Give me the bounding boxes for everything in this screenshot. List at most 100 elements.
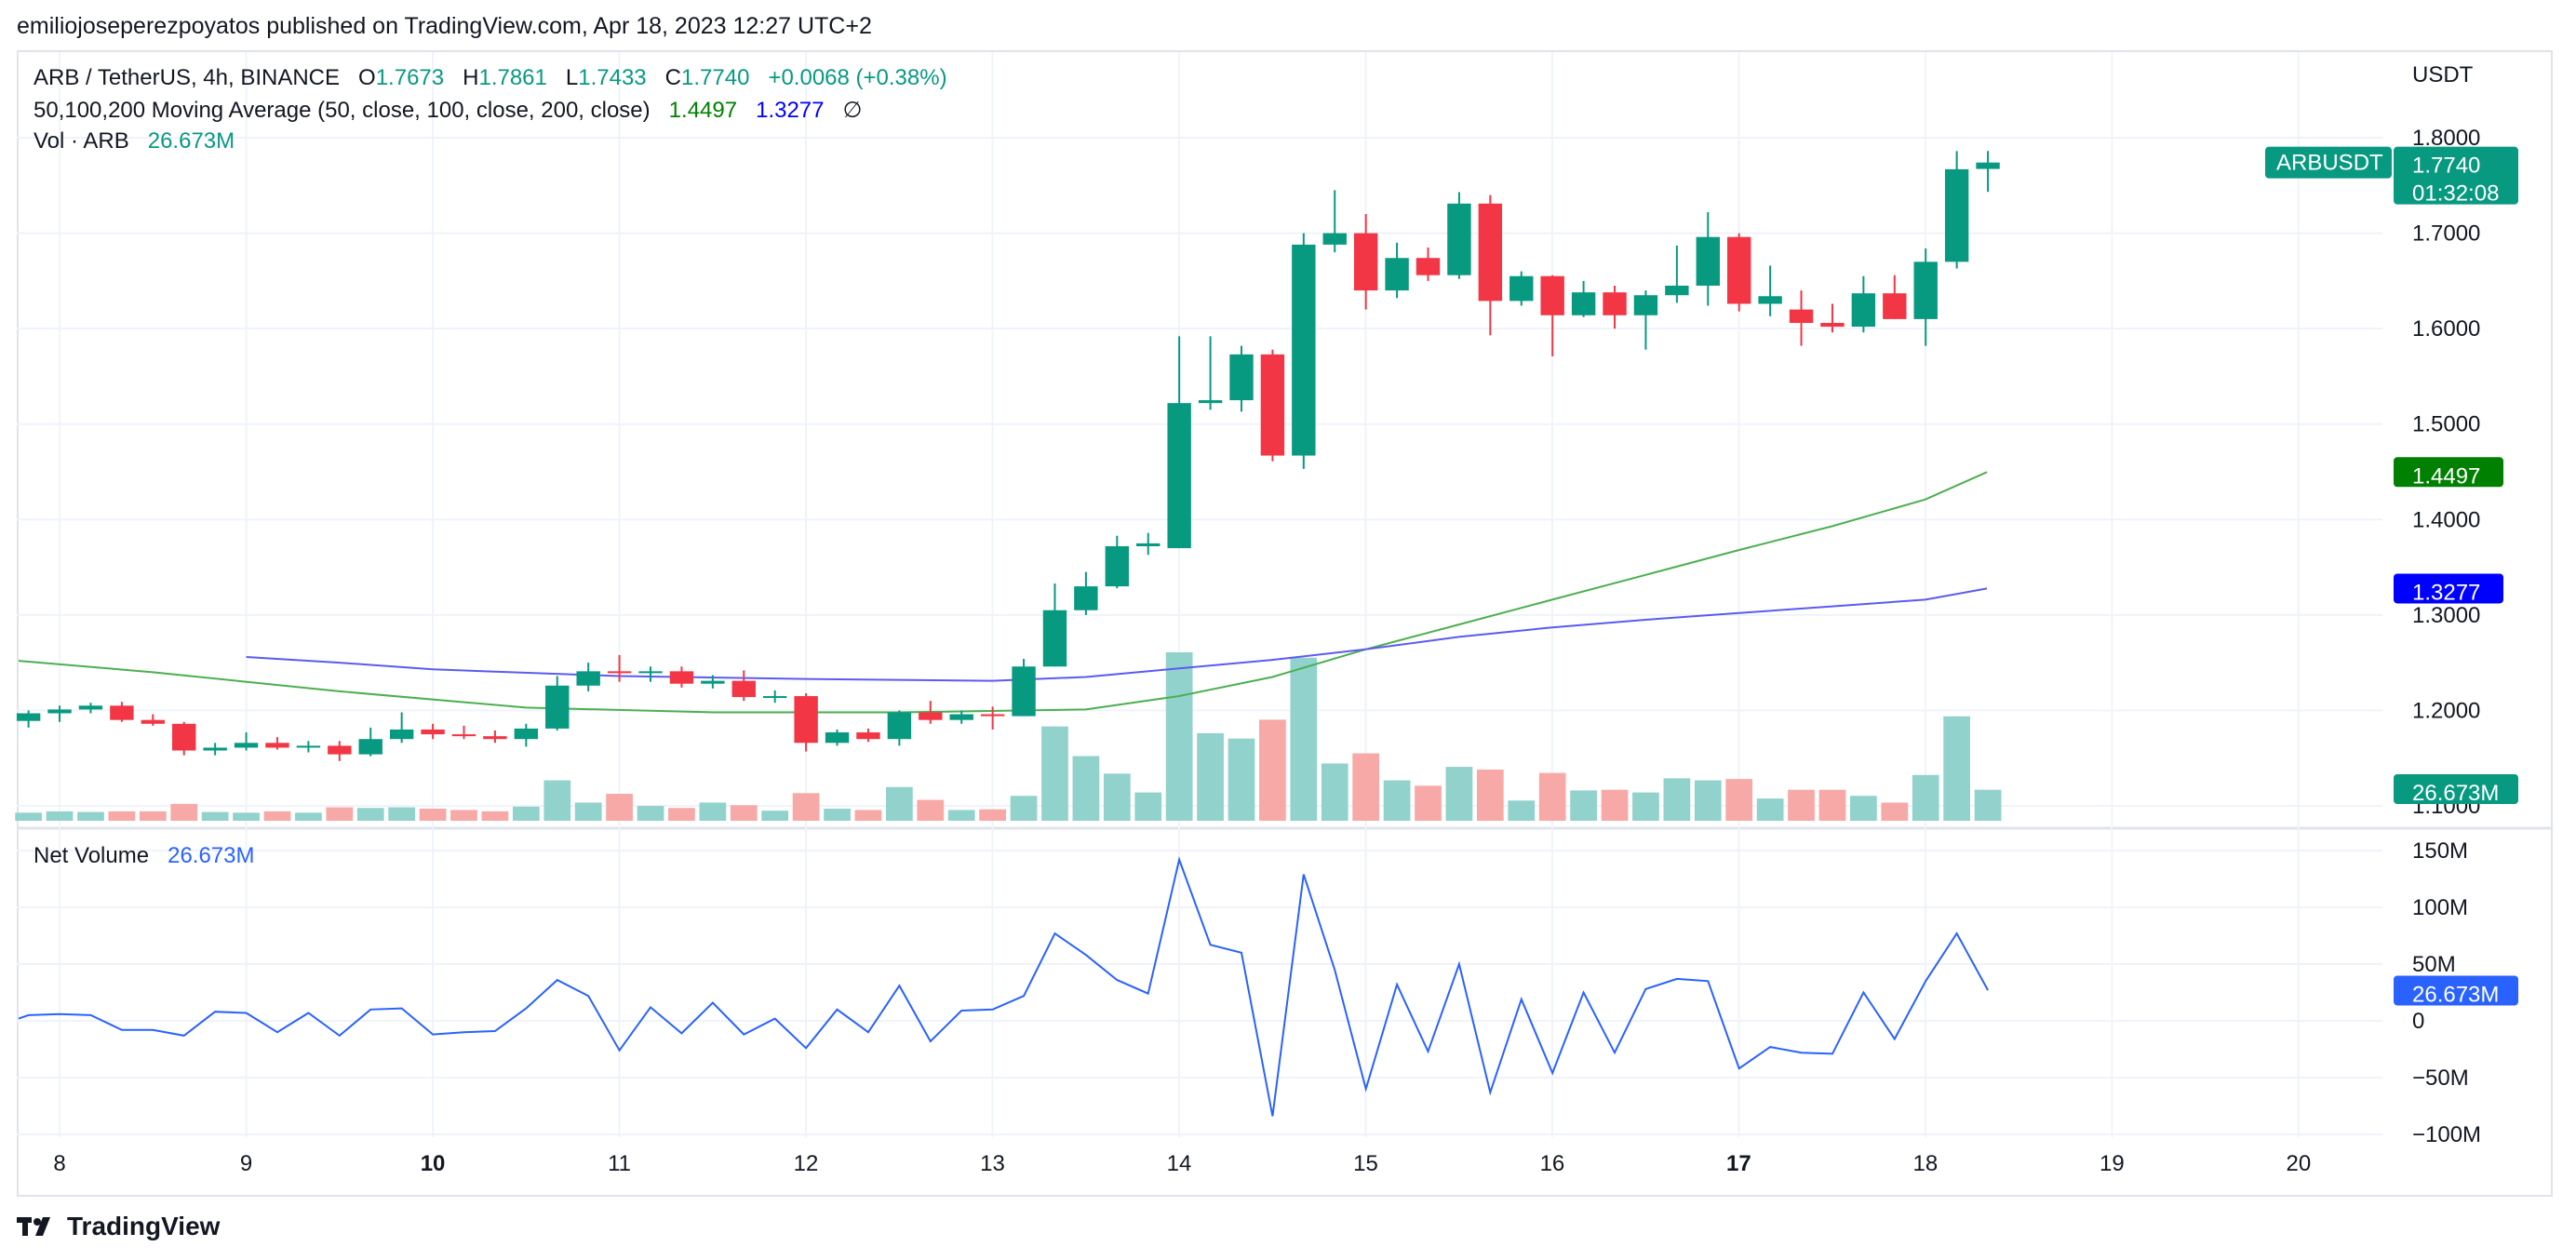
ohlc-low-label: L bbox=[565, 65, 579, 90]
volume-bars bbox=[15, 651, 2002, 821]
volume-bar bbox=[1041, 726, 1068, 821]
volume-axis-label-bg bbox=[2394, 774, 2518, 804]
publisher-line: emiliojoseperezpoyatos published on Trad… bbox=[17, 13, 872, 39]
netvol-tick-label: 0 bbox=[2412, 1009, 2424, 1034]
candle-body bbox=[949, 714, 973, 720]
volume-bar bbox=[1010, 796, 1038, 821]
candle-body bbox=[638, 671, 663, 674]
candle-body bbox=[514, 728, 539, 740]
volume-bar bbox=[356, 808, 384, 821]
legend-symbol[interactable]: ARB / TetherUS, 4h, BINANCE bbox=[34, 65, 341, 90]
candle-body bbox=[701, 680, 725, 684]
netvol-value: 26.673M bbox=[168, 843, 255, 868]
ma50-value: 1.4497 bbox=[668, 98, 738, 123]
volume-bar bbox=[419, 808, 447, 821]
volume-bar bbox=[792, 793, 820, 821]
ohlc-close-value: 1.7740 bbox=[681, 65, 750, 90]
tradingview-logo-icon bbox=[17, 1217, 50, 1236]
volume-bar bbox=[637, 806, 664, 821]
price-tick-label: 1.6000 bbox=[2412, 316, 2480, 342]
volume-bar bbox=[979, 809, 1007, 821]
netvol-axis-label-bg bbox=[2394, 975, 2518, 1006]
candle-body bbox=[1633, 295, 1658, 315]
netvol-title[interactable]: Net Volume bbox=[34, 843, 150, 868]
volume-bar bbox=[388, 807, 416, 821]
ma-hidden-icon[interactable]: ∅ bbox=[842, 98, 863, 123]
candle-body bbox=[1571, 292, 1596, 315]
volume-bar bbox=[543, 780, 571, 821]
x-tick-label: 16 bbox=[1540, 1151, 1565, 1176]
candle-body bbox=[1260, 354, 1285, 456]
candle-body bbox=[1042, 610, 1067, 667]
candle-body bbox=[78, 705, 103, 710]
candle-body bbox=[110, 705, 134, 720]
legend-netvolume-line: Net Volume 26.673M bbox=[34, 843, 255, 869]
candle-body bbox=[47, 709, 72, 714]
last-price-label-text: 01:32:08 bbox=[2412, 181, 2499, 207]
vol-title[interactable]: Vol · ARB bbox=[34, 128, 129, 154]
candle-body bbox=[1198, 400, 1223, 404]
ma-title[interactable]: 50,100,200 Moving Average (50, close, 10… bbox=[34, 98, 651, 123]
net-volume-pane bbox=[18, 856, 1989, 1117]
volume-bar bbox=[1134, 792, 1162, 821]
candle-body bbox=[16, 713, 41, 721]
candle-body bbox=[669, 671, 694, 684]
candle-body bbox=[919, 712, 943, 720]
candle-body bbox=[1851, 293, 1876, 328]
vol-value: 26.673M bbox=[147, 128, 235, 154]
candle-body bbox=[762, 696, 787, 699]
candle-body bbox=[1820, 322, 1845, 328]
volume-bar bbox=[139, 811, 167, 821]
candle-body bbox=[1913, 261, 1938, 319]
x-tick-label: 10 bbox=[421, 1151, 446, 1176]
candle-body bbox=[141, 719, 166, 724]
volume-bar bbox=[1445, 767, 1473, 821]
candle-body bbox=[545, 685, 570, 729]
footer-brand[interactable]: TradingView bbox=[17, 1212, 220, 1241]
volume-bar bbox=[1538, 772, 1566, 821]
volume-bar bbox=[1290, 657, 1318, 821]
candle-body bbox=[1292, 244, 1316, 456]
legend-ma-line: 50,100,200 Moving Average (50, close, 10… bbox=[34, 97, 862, 124]
candle-body bbox=[421, 729, 445, 735]
brand-name: TradingView bbox=[67, 1212, 221, 1240]
volume-bar bbox=[15, 812, 42, 821]
volume-bar bbox=[481, 811, 509, 821]
volume-bar bbox=[1788, 789, 1815, 821]
x-tick-label: 18 bbox=[1913, 1151, 1939, 1176]
candle-body bbox=[234, 743, 259, 748]
volume-bar bbox=[1725, 779, 1753, 821]
ohlc-close-label: C bbox=[664, 65, 682, 90]
ma50-axis-label-bg bbox=[2394, 457, 2503, 488]
candles bbox=[16, 151, 2000, 761]
volume-bar bbox=[1632, 792, 1659, 821]
candle-body bbox=[1322, 233, 1347, 245]
ma50-axis-label-text: 1.4497 bbox=[2412, 463, 2480, 489]
volume-bar bbox=[1850, 796, 1877, 821]
last-price-label-bg bbox=[2394, 146, 2518, 205]
candle-body bbox=[1540, 275, 1564, 315]
volume-bar bbox=[917, 799, 945, 821]
ohlc-low-value: 1.7433 bbox=[578, 65, 647, 90]
candle-body bbox=[1883, 293, 1907, 319]
axes: 8 9 10 11 12 13 14 15 16 17 18 19 20 1.8000 1.7000 1.60… bbox=[53, 62, 2481, 1176]
candle-body bbox=[856, 732, 880, 740]
candle-body bbox=[1447, 203, 1471, 275]
ohlc-change: +0.0068 (+0.38%) bbox=[768, 65, 947, 90]
price-tick-label: 1.4000 bbox=[2412, 507, 2480, 532]
candle-body bbox=[1136, 543, 1161, 547]
netvol-tick-label: 50M bbox=[2412, 952, 2456, 977]
volume-bar bbox=[1663, 778, 1691, 821]
volume-bar bbox=[1943, 716, 1971, 821]
candle-body bbox=[1478, 203, 1503, 302]
ohlc-high-label: H bbox=[463, 65, 479, 90]
x-tick-label: 8 bbox=[53, 1151, 65, 1176]
volume-axis-label: 26.673M bbox=[2394, 774, 2518, 806]
volume-axis-label-text: 26.673M bbox=[2412, 781, 2499, 806]
netvol-tick-label: 100M bbox=[2412, 895, 2468, 920]
ma100-line bbox=[246, 587, 1988, 682]
volume-bar bbox=[295, 812, 322, 821]
